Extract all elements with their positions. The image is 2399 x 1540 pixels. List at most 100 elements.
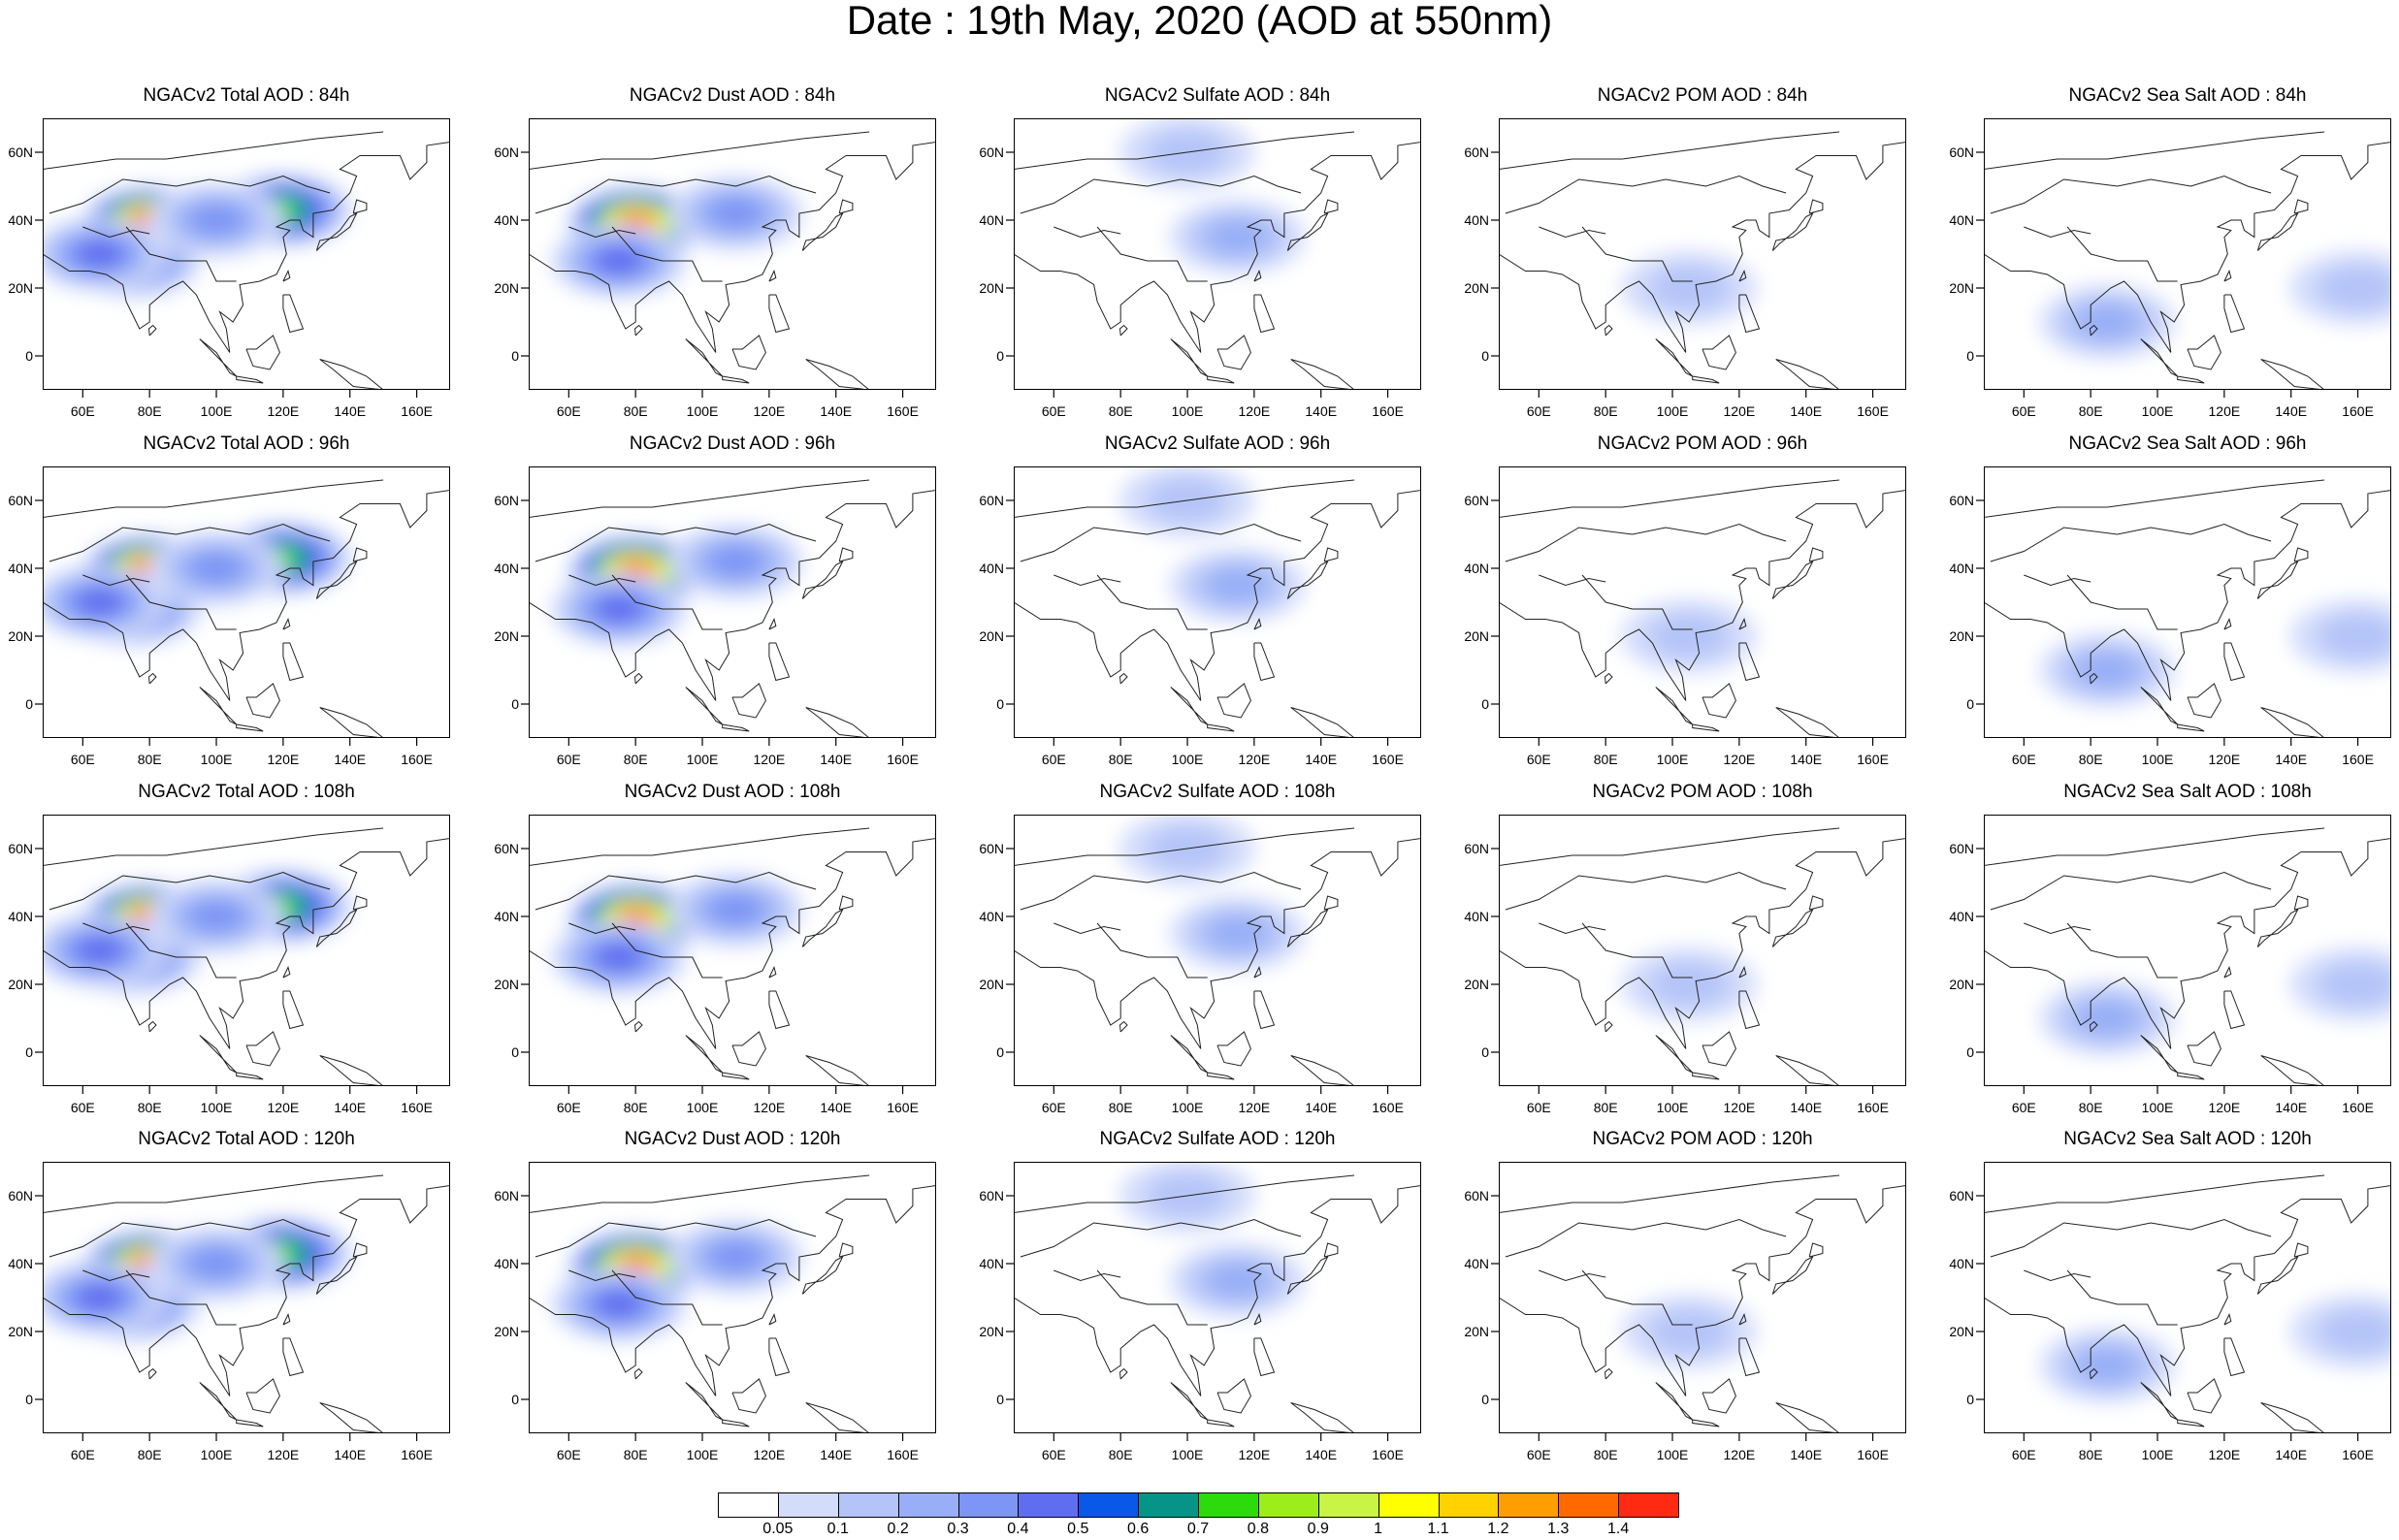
island-outline bbox=[2223, 642, 2246, 682]
island-outline bbox=[2223, 966, 2232, 979]
lon-tick-label: 140E bbox=[334, 752, 367, 767]
lat-tick-label: 40N bbox=[494, 909, 519, 924]
coastline bbox=[1014, 838, 1421, 1049]
lon-tick-label: 140E bbox=[1790, 403, 1823, 419]
island-outline bbox=[1738, 642, 1761, 682]
lat-tick-label: 0 bbox=[1481, 696, 1489, 712]
island-outline bbox=[1118, 672, 1128, 685]
lat-tick-label: 60N bbox=[1949, 841, 1974, 856]
colorbar-swatch bbox=[1198, 1492, 1259, 1518]
country-border bbox=[1020, 523, 1302, 562]
lon-tick-label: 120E bbox=[2208, 403, 2241, 419]
country-border bbox=[125, 574, 237, 630]
island-outline bbox=[1118, 324, 1128, 337]
lon-tick-label: 80E bbox=[2078, 1447, 2103, 1462]
lat-tick-label: 20N bbox=[979, 1324, 1004, 1339]
island-outline bbox=[2293, 1242, 2309, 1258]
panel-title: NGACv2 Dust AOD : 84h bbox=[629, 85, 836, 106]
country-border bbox=[43, 479, 384, 518]
lat-tick-label: 40N bbox=[494, 561, 519, 576]
coastline bbox=[1984, 142, 2391, 353]
lon-tick-label: 140E bbox=[2275, 1447, 2308, 1462]
lon-tick-label: 80E bbox=[137, 1100, 162, 1115]
colorbar-swatch bbox=[957, 1492, 1020, 1518]
island-outline bbox=[1118, 1020, 1128, 1033]
island-outline bbox=[801, 908, 844, 947]
island-outline bbox=[352, 1242, 368, 1258]
island-outline bbox=[838, 199, 854, 214]
island-outline bbox=[1290, 359, 1355, 390]
map-panel-seasalt-84h: NGACv2 Sea Salt AOD : 84h 60N 40N 20N 0 60E 80… bbox=[1949, 85, 2391, 419]
map-panel-dust-120h: NGACv2 Dust AOD : 120h 60N 40N 20N 0 60E 80E 10… bbox=[494, 1129, 936, 1462]
colorbar-label: 0.4 bbox=[1007, 1521, 1029, 1537]
island-outline bbox=[838, 547, 854, 562]
island-outline bbox=[805, 359, 870, 390]
colorbar-label: 0.05 bbox=[762, 1521, 794, 1537]
country-border bbox=[125, 922, 237, 979]
map-frame bbox=[529, 815, 936, 1086]
island-outline bbox=[1738, 1337, 1761, 1377]
lon-tick-label: 160E bbox=[887, 752, 919, 767]
map-frame bbox=[43, 815, 450, 1086]
aod-map bbox=[35, 827, 450, 1094]
map-frame bbox=[1984, 1162, 2391, 1433]
island-outline bbox=[1207, 1419, 1235, 1428]
island-outline bbox=[2223, 618, 2232, 630]
lon-tick-label: 160E bbox=[1857, 403, 1889, 419]
map-panel-pom-84h: NGACv2 POM AOD : 84h 60N 40N 20N 0 60E 80E 100E… bbox=[1464, 85, 1906, 419]
map-frame bbox=[1984, 118, 2391, 390]
lon-tick-label: 60E bbox=[1526, 1447, 1551, 1462]
lat-tick-label: 40N bbox=[1464, 909, 1489, 924]
colorbar-label: 1.1 bbox=[1427, 1521, 1449, 1537]
country-border bbox=[1020, 871, 1302, 911]
island-outline bbox=[1118, 1367, 1128, 1380]
island-outline bbox=[245, 1031, 280, 1067]
country-border bbox=[49, 523, 331, 562]
lon-tick-label: 80E bbox=[137, 403, 162, 419]
country-border bbox=[1096, 574, 1208, 630]
aod-plume bbox=[596, 247, 642, 274]
lon-tick-label: 160E bbox=[887, 403, 919, 419]
lat-tick-label: 20N bbox=[494, 280, 519, 296]
colorbar-swatch bbox=[1558, 1492, 1620, 1518]
country-border bbox=[43, 827, 384, 866]
map-panel-sulfate-108h: NGACv2 Sulfate AOD : 108h 60N 40N 20N 0 60E 80… bbox=[979, 782, 1421, 1115]
map-panel-pom-108h: NGACv2 POM AOD : 108h 60N 40N 20N 0 60E 80E 100… bbox=[1464, 782, 1906, 1115]
island-outline bbox=[2177, 723, 2205, 732]
lat-tick-label: 40N bbox=[494, 1256, 519, 1271]
island-outline bbox=[722, 1419, 750, 1428]
island-outline bbox=[731, 1031, 766, 1067]
lon-tick-label: 100E bbox=[1656, 1447, 1689, 1462]
map-frame bbox=[1984, 466, 2391, 738]
country-border bbox=[1499, 827, 1840, 866]
island-outline bbox=[282, 294, 305, 334]
country-border bbox=[535, 871, 817, 911]
colorbar-swatch bbox=[1018, 1492, 1080, 1518]
colorbar-swatch bbox=[1378, 1492, 1440, 1518]
country-border bbox=[1984, 131, 2325, 170]
island-outline bbox=[2089, 324, 2098, 337]
country-border bbox=[529, 827, 870, 866]
lon-tick-label: 80E bbox=[1593, 1447, 1618, 1462]
panel-title: NGACv2 POM AOD : 120h bbox=[1592, 1129, 1813, 1149]
lon-tick-label: 140E bbox=[1790, 752, 1823, 767]
lon-tick-label: 140E bbox=[1790, 1447, 1823, 1462]
lon-tick-label: 100E bbox=[686, 403, 719, 419]
lat-tick-label: 20N bbox=[1949, 977, 1974, 992]
lon-tick-label: 100E bbox=[1656, 752, 1689, 767]
island-outline bbox=[1775, 707, 1840, 738]
country-border bbox=[1014, 131, 1355, 170]
aod-map bbox=[1006, 1162, 1421, 1441]
lat-tick-label: 60N bbox=[8, 1188, 33, 1203]
lat-tick-label: 60N bbox=[1949, 1188, 1974, 1203]
country-border bbox=[1499, 479, 1840, 518]
country-border bbox=[1581, 922, 1693, 979]
island-outline bbox=[1604, 1367, 1613, 1380]
island-outline bbox=[1702, 1378, 1736, 1414]
country-border bbox=[82, 574, 150, 587]
country-border bbox=[49, 175, 331, 214]
island-outline bbox=[315, 908, 358, 947]
aod-plume bbox=[709, 1241, 762, 1272]
lat-tick-label: 20N bbox=[979, 280, 1004, 296]
lon-tick-label: 120E bbox=[267, 403, 300, 419]
